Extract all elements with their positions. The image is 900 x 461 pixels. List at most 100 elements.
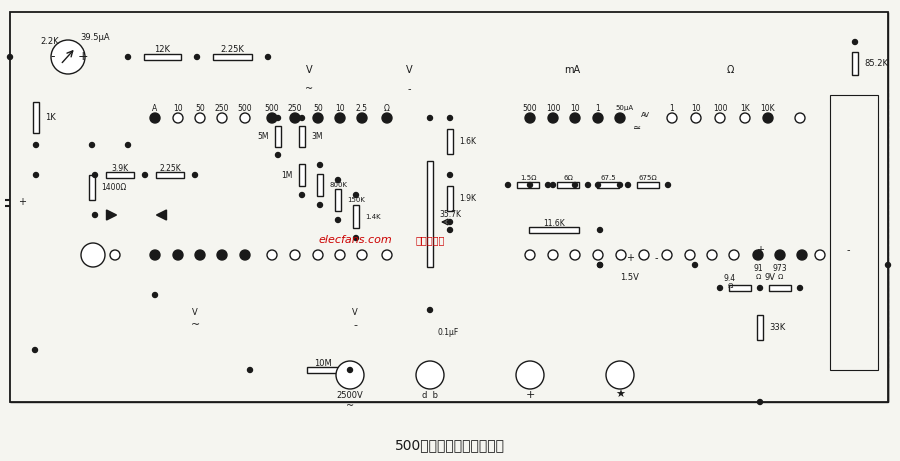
Circle shape (525, 113, 535, 123)
Text: 2.25K: 2.25K (159, 164, 181, 172)
Text: ~: ~ (191, 320, 200, 330)
Circle shape (300, 193, 304, 197)
Text: 5M: 5M (257, 132, 269, 141)
Text: 0.1μF: 0.1μF (438, 328, 459, 337)
Circle shape (32, 348, 38, 353)
Circle shape (545, 183, 551, 188)
Circle shape (125, 54, 130, 59)
Circle shape (248, 367, 253, 372)
Circle shape (775, 250, 785, 260)
Circle shape (173, 250, 183, 260)
Bar (299, 164, 305, 186)
Text: 500型万用电表原理电路图: 500型万用电表原理电路图 (395, 438, 505, 452)
Text: 250: 250 (215, 104, 230, 112)
Text: ★: ★ (615, 390, 625, 400)
Circle shape (685, 250, 695, 260)
Text: 800K: 800K (329, 182, 347, 188)
Circle shape (152, 292, 158, 297)
Text: ~: ~ (346, 401, 354, 411)
Circle shape (717, 285, 723, 290)
Circle shape (551, 183, 555, 188)
Circle shape (382, 113, 392, 123)
Circle shape (357, 113, 367, 123)
Bar (299, 126, 305, 147)
Text: 10: 10 (691, 104, 701, 112)
Text: 250: 250 (288, 104, 302, 112)
Circle shape (617, 183, 623, 188)
Circle shape (615, 113, 625, 123)
Text: 100: 100 (713, 104, 727, 112)
Text: 10: 10 (335, 104, 345, 112)
Text: 6Ω: 6Ω (563, 175, 573, 181)
Circle shape (416, 361, 444, 389)
Text: 85.2K: 85.2K (864, 59, 888, 68)
Text: +: + (756, 245, 764, 255)
Circle shape (195, 113, 205, 123)
Text: 35.7K: 35.7K (439, 209, 461, 219)
Bar (305, 295, 440, 345)
Text: 10M: 10M (313, 359, 331, 367)
Circle shape (598, 262, 602, 267)
Bar (213, 54, 252, 60)
Text: -: - (654, 253, 658, 263)
Circle shape (51, 40, 85, 74)
Circle shape (89, 142, 94, 148)
Text: 500: 500 (238, 104, 252, 112)
Circle shape (516, 361, 544, 389)
Text: 12K: 12K (155, 46, 170, 54)
Bar (33, 102, 39, 133)
Circle shape (593, 250, 603, 260)
Text: 电子发烧友: 电子发烧友 (415, 235, 445, 245)
Circle shape (729, 250, 739, 260)
Text: 1K: 1K (740, 104, 750, 112)
Circle shape (240, 113, 250, 123)
Circle shape (596, 183, 600, 188)
Circle shape (763, 113, 773, 123)
Polygon shape (106, 210, 116, 220)
Text: AV: AV (641, 112, 650, 118)
Text: 1.9K: 1.9K (459, 194, 476, 203)
Text: -: - (846, 245, 850, 255)
Circle shape (527, 183, 533, 188)
Circle shape (691, 113, 701, 123)
Circle shape (7, 54, 13, 59)
Circle shape (354, 236, 358, 241)
Text: 3.9K: 3.9K (112, 164, 129, 172)
Circle shape (150, 250, 160, 260)
Circle shape (313, 250, 323, 260)
Circle shape (570, 250, 580, 260)
Bar (55, 160, 235, 280)
Text: -: - (407, 84, 410, 94)
Circle shape (797, 250, 807, 260)
Circle shape (570, 113, 580, 123)
Bar (729, 285, 751, 291)
Circle shape (110, 250, 120, 260)
Text: 1.5V: 1.5V (621, 272, 639, 282)
Bar (830, 95, 878, 370)
Text: 50: 50 (313, 104, 323, 112)
Text: Ω: Ω (384, 104, 390, 112)
Circle shape (758, 400, 762, 404)
Text: 10: 10 (173, 104, 183, 112)
Circle shape (548, 113, 558, 123)
Circle shape (193, 172, 197, 177)
Text: elecfans.com: elecfans.com (318, 235, 392, 245)
Circle shape (707, 250, 717, 260)
Bar (557, 182, 579, 188)
Text: 9V: 9V (764, 272, 776, 282)
Circle shape (428, 307, 433, 313)
Circle shape (313, 113, 323, 123)
Text: 2.2K: 2.2K (40, 37, 59, 47)
Circle shape (598, 227, 602, 232)
Text: 1.5Ω: 1.5Ω (520, 175, 536, 181)
Circle shape (586, 183, 590, 188)
Circle shape (217, 113, 227, 123)
Circle shape (815, 250, 825, 260)
Text: Ω: Ω (727, 283, 733, 289)
Circle shape (715, 113, 725, 123)
Circle shape (81, 243, 105, 267)
Bar (143, 54, 182, 60)
Text: d  b: d b (422, 390, 438, 400)
Circle shape (266, 54, 271, 59)
Text: 91: 91 (753, 264, 763, 272)
